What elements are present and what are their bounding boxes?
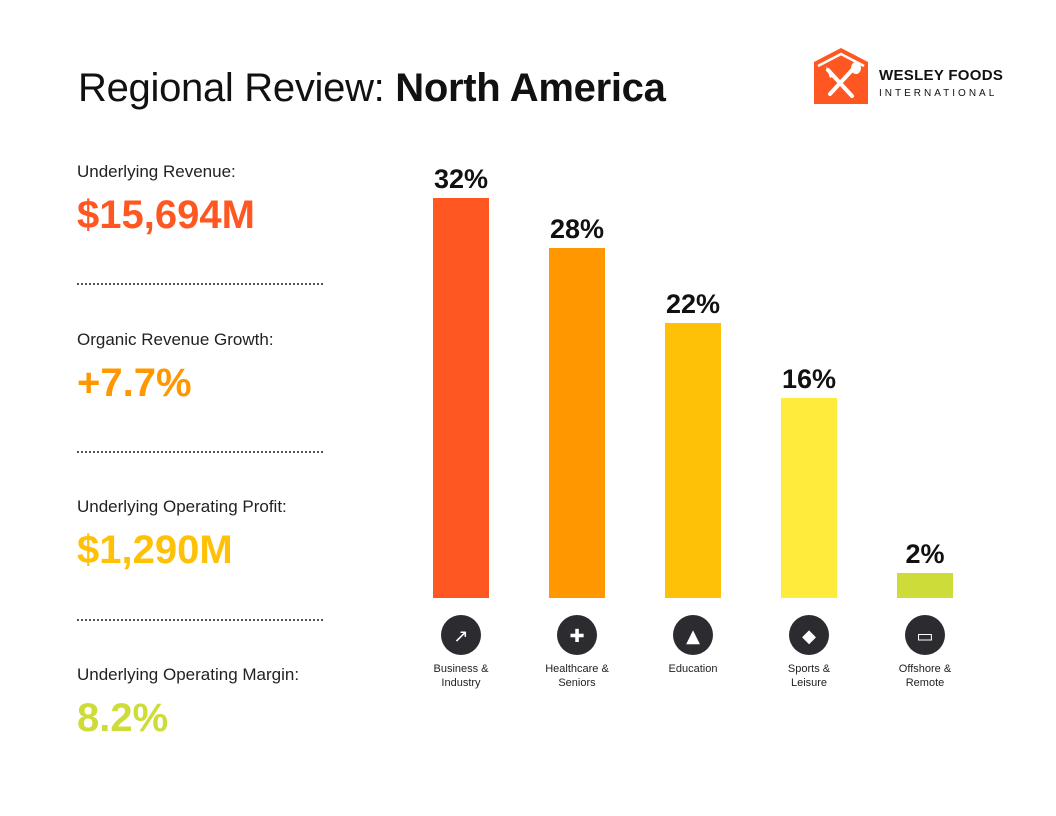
category-label: Education xyxy=(638,662,748,676)
laptop-icon xyxy=(905,615,945,655)
kpi-label-margin: Underlying Operating Margin: xyxy=(77,665,300,684)
graduation-cap-icon-glyph: ▲ xyxy=(686,626,700,647)
category-label-line: Healthcare & xyxy=(545,663,609,675)
category-label-line: Business & xyxy=(433,663,489,675)
page-title: Regional Review: North America xyxy=(78,66,666,111)
kpi-value-margin: 8.2% xyxy=(77,696,169,740)
category-label: Business & Industry xyxy=(406,662,516,690)
divider xyxy=(77,451,323,453)
divider xyxy=(77,283,323,285)
category-label-line: Education xyxy=(668,663,718,675)
category-label-line: Industry xyxy=(441,677,481,689)
category-label: Healthcare & Seniors xyxy=(522,662,632,690)
category-label: Sports & Leisure xyxy=(754,662,864,690)
category-label-line: Sports & xyxy=(787,663,831,675)
football-icon xyxy=(789,615,829,655)
logo-subtitle: INTERNATIONAL xyxy=(879,88,998,99)
data-label: 28% xyxy=(550,214,604,244)
bar xyxy=(781,398,837,598)
growth-chart-icon-glyph: ↗ xyxy=(453,626,468,647)
title-region: North America xyxy=(395,66,666,110)
category-label-line: Remote xyxy=(905,677,945,689)
title-regular: Regional Review: xyxy=(78,66,396,110)
divider xyxy=(77,619,323,621)
football-icon-glyph: ◆ xyxy=(802,626,816,647)
logo-name: WESLEY FOODS xyxy=(879,67,1004,84)
category-label-line: Offshore & xyxy=(898,663,952,675)
data-label: 32% xyxy=(434,164,488,194)
kpi-value-profit: $1,290M xyxy=(77,528,233,572)
laptop-icon-glyph: ▭ xyxy=(916,626,933,647)
category-label-line: Seniors xyxy=(558,677,596,689)
graduation-cap-icon xyxy=(673,615,713,655)
category-label-line: Leisure xyxy=(790,677,828,689)
data-label: 22% xyxy=(666,289,720,319)
medical-bag-icon-glyph: ✚ xyxy=(569,626,584,647)
bar xyxy=(897,573,953,598)
kpi-value-revenue: $15,694M xyxy=(77,193,255,237)
kpi-value-growth: +7.7% xyxy=(77,361,192,405)
kpi-label-revenue: Underlying Revenue: xyxy=(77,162,236,181)
kpi-label-growth: Organic Revenue Growth: xyxy=(77,330,274,349)
bar xyxy=(549,248,605,598)
bar xyxy=(433,198,489,598)
data-label: 16% xyxy=(782,364,836,394)
bar xyxy=(665,323,721,598)
medical-bag-icon xyxy=(557,615,597,655)
logo-icon xyxy=(814,48,868,104)
category-label: Offshore & Remote xyxy=(870,662,980,690)
growth-chart-icon xyxy=(441,615,481,655)
kpi-label-profit: Underlying Operating Profit: xyxy=(77,497,287,516)
data-label: 2% xyxy=(905,539,944,569)
